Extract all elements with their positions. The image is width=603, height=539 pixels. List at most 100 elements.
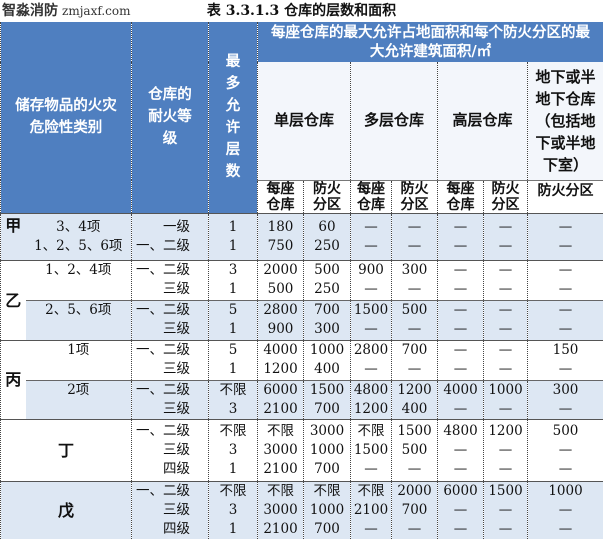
- area-value-line: 180: [258, 218, 303, 237]
- area-value-line: —: [528, 360, 603, 379]
- area-value-line: 500: [392, 441, 437, 460]
- hazard-class: 戊: [1, 481, 132, 539]
- header-multi: 多层仓库: [351, 62, 438, 180]
- area-value-line: 250: [304, 237, 350, 256]
- area-value-line: —: [438, 280, 483, 299]
- area-value-line: —: [438, 501, 483, 520]
- watermark-url: zmjaxf.com: [62, 4, 131, 18]
- area-value-line: —: [351, 520, 391, 539]
- area-value-line: —: [351, 280, 391, 299]
- area-value-line: —: [484, 218, 527, 237]
- area-value-line: 6000: [258, 381, 303, 400]
- area-value-line: 300: [528, 381, 603, 400]
- warehouse-area-table: 储存物品的火灾危险性类别 仓库的耐火等级 最多允许层数 每座仓库的最大允许占地面…: [0, 22, 603, 539]
- area-value-line: 60: [304, 218, 350, 237]
- area-value: 300—: [528, 380, 603, 419]
- header-per-zone: 防火分区: [304, 180, 351, 213]
- area-value-line: 500: [392, 301, 437, 320]
- fire-rating-line: 四级: [132, 520, 190, 539]
- item-category-line: 3、4项: [26, 218, 132, 237]
- fire-rating: 一、二级三级: [132, 260, 209, 300]
- area-value-line: —: [392, 280, 437, 299]
- area-value: ——: [528, 300, 603, 340]
- header-per-building: 每座仓库: [258, 180, 304, 213]
- area-value: 150—: [528, 340, 603, 380]
- area-value-line: 700: [392, 501, 437, 520]
- area-value-line: —: [528, 261, 603, 280]
- fire-rating: 一、二级三级四级: [132, 481, 209, 539]
- header-fire-rating: 仓库的耐火等级: [132, 22, 209, 213]
- hazard-class: 乙: [1, 260, 26, 340]
- area-value-line: —: [528, 501, 603, 520]
- area-value: 1200——: [484, 419, 528, 481]
- area-value-line: 250: [304, 280, 350, 299]
- fire-rating-line: 一、二级: [132, 482, 190, 501]
- area-value-line: —: [438, 520, 483, 539]
- area-value-line: 2100: [351, 501, 391, 520]
- area-value-line: —: [392, 237, 437, 256]
- area-value: 4000—: [438, 380, 484, 419]
- area-value-line: 2000: [258, 261, 303, 280]
- area-value-line: 400: [392, 400, 437, 419]
- fire-rating-line: 四级: [132, 460, 190, 479]
- area-value-line: 1200: [351, 400, 391, 419]
- area-value: ——: [438, 260, 484, 300]
- area-value: 2800—: [351, 340, 392, 380]
- area-value-line: —: [484, 400, 527, 419]
- area-value-line: 不限: [351, 482, 391, 501]
- area-value: ——: [484, 260, 528, 300]
- area-value-line: —: [438, 218, 483, 237]
- header-underground: 地下或半地下仓库（包括地下或半地下室）: [528, 62, 603, 180]
- fire-rating-line: 三级: [132, 441, 190, 460]
- area-value-line: —: [392, 360, 437, 379]
- area-value-line: —: [392, 460, 437, 479]
- max-floors-line: 1: [209, 237, 257, 256]
- area-value-line: 750: [258, 237, 303, 256]
- area-value-line: 2800: [351, 341, 391, 360]
- area-value-line: —: [392, 520, 437, 539]
- area-value-line: —: [438, 441, 483, 460]
- area-value-line: 900: [351, 261, 391, 280]
- area-value-line: —: [484, 520, 527, 539]
- header-per-building: 每座仓库: [351, 180, 392, 213]
- fire-rating-line: 一、二级: [132, 381, 190, 400]
- area-value-line: —: [484, 501, 527, 520]
- area-value-line: —: [484, 441, 527, 460]
- area-value-line: 不限: [304, 482, 350, 501]
- area-value-line: 1500: [304, 381, 350, 400]
- area-value-line: 1500: [392, 422, 437, 441]
- fire-rating-line: 一、二级: [132, 261, 190, 280]
- header-category: 储存物品的火灾危险性类别: [1, 22, 132, 213]
- max-floors-line: 3: [209, 441, 257, 460]
- area-value-line: 4800: [438, 422, 483, 441]
- item-category-line: [26, 400, 132, 419]
- fire-rating: 一、二级三级: [132, 300, 209, 340]
- fire-rating-line: 一、二级: [132, 237, 190, 256]
- header-max-floors: 最多允许层数: [209, 22, 258, 213]
- area-value-line: —: [484, 460, 527, 479]
- max-floors-line: 1: [209, 320, 257, 339]
- area-value-line: 6000: [438, 482, 483, 501]
- max-floors-line: 5: [209, 301, 257, 320]
- area-value-line: —: [528, 460, 603, 479]
- area-value: ——: [528, 260, 603, 300]
- area-value: ——: [484, 340, 528, 380]
- area-value: 4800——: [438, 419, 484, 481]
- area-value-line: —: [528, 237, 603, 256]
- area-value-line: —: [484, 360, 527, 379]
- item-category: 2项: [26, 380, 132, 419]
